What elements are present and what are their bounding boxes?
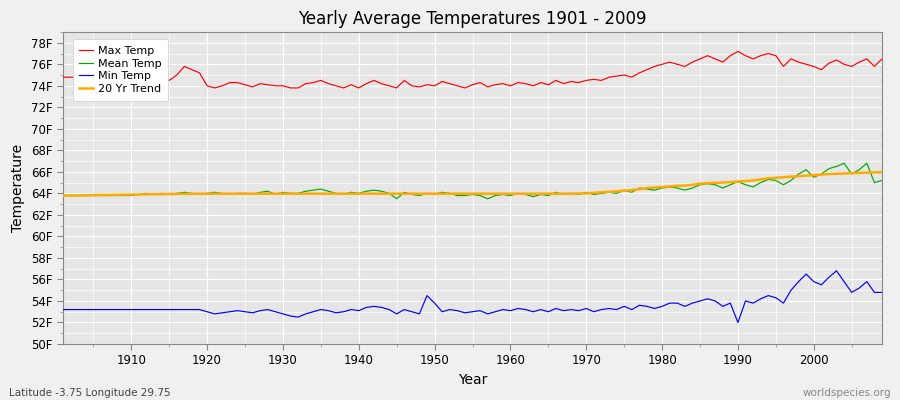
Max Temp (292, 86, 303, 90)
20 Yr Trend (596, 190, 607, 195)
Max Temp (877, 56, 887, 61)
Mean Temp (392, 196, 402, 201)
Max Temp (513, 80, 524, 85)
20 Yr Trend (877, 170, 887, 174)
Min Temp (831, 268, 842, 273)
20 Yr Trend (498, 191, 508, 196)
Y-axis label: Temperature: Temperature (12, 144, 25, 232)
Max Temp (604, 75, 615, 80)
Mean Temp (58, 193, 68, 198)
Min Temp (330, 310, 341, 315)
Legend: Max Temp, Mean Temp, Min Temp, 20 Yr Trend: Max Temp, Mean Temp, Min Temp, 20 Yr Tre… (73, 39, 168, 101)
Min Temp (58, 307, 68, 312)
Min Temp (877, 290, 887, 295)
Min Temp (733, 320, 743, 325)
Mean Temp (604, 190, 615, 195)
Mean Temp (513, 191, 524, 196)
Line: Mean Temp: Mean Temp (63, 163, 882, 199)
Min Temp (505, 308, 516, 313)
20 Yr Trend (505, 191, 516, 196)
Mean Temp (505, 193, 516, 198)
Max Temp (338, 86, 349, 90)
Min Temp (596, 307, 607, 312)
Mean Temp (330, 191, 341, 196)
Min Temp (118, 307, 129, 312)
20 Yr Trend (118, 192, 129, 197)
Text: Latitude -3.75 Longitude 29.75: Latitude -3.75 Longitude 29.75 (9, 388, 171, 398)
Max Temp (505, 83, 516, 88)
Title: Yearly Average Temperatures 1901 - 2009: Yearly Average Temperatures 1901 - 2009 (298, 10, 647, 28)
Line: 20 Yr Trend: 20 Yr Trend (63, 172, 882, 196)
Mean Temp (877, 178, 887, 183)
Mean Temp (118, 193, 129, 198)
Max Temp (58, 75, 68, 80)
Line: Max Temp: Max Temp (63, 51, 882, 88)
Max Temp (733, 49, 743, 54)
20 Yr Trend (58, 193, 68, 198)
20 Yr Trend (285, 191, 296, 196)
X-axis label: Year: Year (458, 373, 487, 387)
Line: Min Temp: Min Temp (63, 271, 882, 322)
Max Temp (210, 86, 220, 90)
Mean Temp (285, 191, 296, 196)
20 Yr Trend (330, 191, 341, 196)
Max Temp (118, 75, 129, 80)
Min Temp (285, 314, 296, 318)
Min Temp (498, 307, 508, 312)
Text: worldspecies.org: worldspecies.org (803, 388, 891, 398)
Mean Temp (839, 161, 850, 166)
